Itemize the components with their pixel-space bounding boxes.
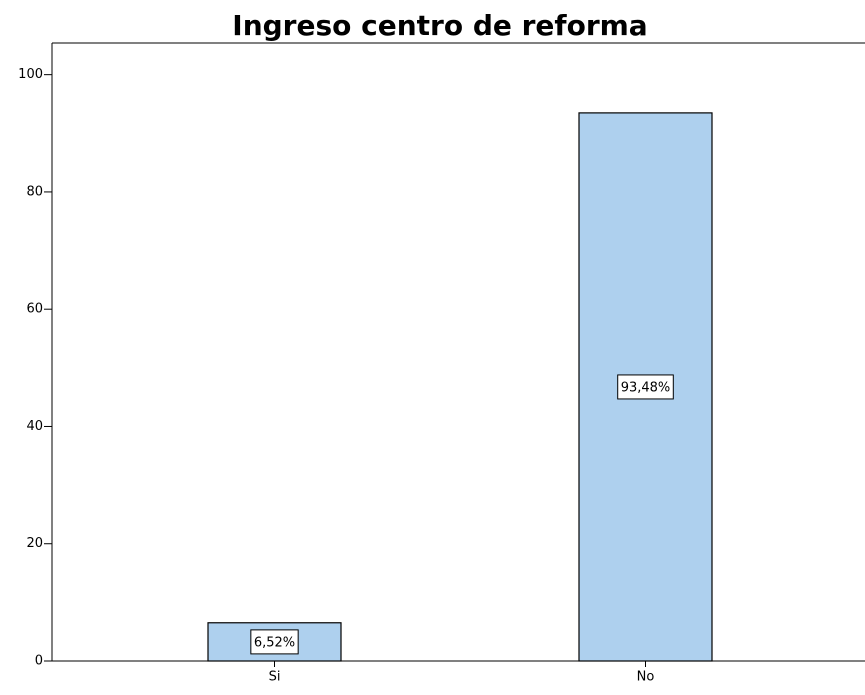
value-label: 6,52%: [254, 635, 295, 650]
value-label: 93,48%: [621, 380, 671, 395]
value-label-box: [617, 374, 674, 400]
x-tick-label: Si: [269, 670, 281, 685]
y-tick-label: 20: [26, 536, 43, 551]
y-tick-label: 80: [26, 184, 43, 199]
value-label-box: [250, 629, 299, 655]
chart-title: Ingreso centro de reforma: [232, 9, 647, 42]
y-tick-label: 0: [35, 654, 43, 669]
y-tick-label: 60: [26, 302, 43, 317]
y-tick-label: 100: [18, 67, 43, 82]
x-tick-label: No: [637, 670, 655, 685]
y-tick-label: 40: [26, 419, 43, 434]
